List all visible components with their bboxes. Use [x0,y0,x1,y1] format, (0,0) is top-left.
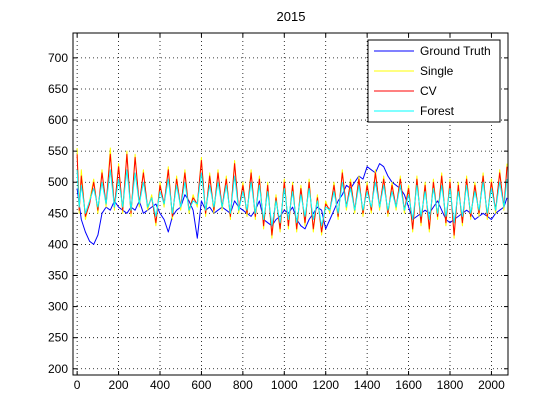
y-tick-label: 400 [48,237,68,251]
chart-title: 2015 [277,9,306,24]
x-axis-ticks: 0 200 400 600 800 1000 1200 1400 1600 1800 2000 [74,33,505,392]
x-tick-label: 2000 [478,378,505,392]
y-tick-label: 600 [48,113,68,127]
y-tick-label: 250 [48,331,68,345]
x-tick-label: 400 [150,378,170,392]
x-tick-label: 600 [191,378,211,392]
x-tick-label: 0 [74,378,81,392]
plot-frame [72,32,509,376]
legend-label: CV [420,84,437,98]
legend-label: Single [420,64,454,78]
x-tick-label: 1400 [354,378,381,392]
series-line-forest [76,169,508,227]
legend-label: Ground Truth [420,44,491,58]
legend-box [367,39,501,123]
series-lines [76,147,508,245]
y-tick-label: 500 [48,175,68,189]
y-tick-label: 300 [48,300,68,314]
y-tick-label: 200 [48,362,68,376]
x-tick-label: 200 [109,378,129,392]
y-tick-label: 650 [48,82,68,96]
legend: Ground Truth Single CV Forest [367,39,501,123]
legend-label: Forest [420,104,455,118]
y-tick-label: 550 [48,144,68,158]
x-tick-label: 1000 [271,378,298,392]
y-tick-label: 350 [48,269,68,283]
x-tick-label: 1800 [437,378,464,392]
y-tick-label: 450 [48,206,68,220]
y-tick-label: 700 [48,51,68,65]
x-tick-label: 800 [233,378,253,392]
x-tick-label: 1200 [312,378,339,392]
y-axis-ticks: 200 250 300 350 400 450 500 550 600 650 700 [48,51,508,376]
x-tick-label: 1600 [395,378,422,392]
